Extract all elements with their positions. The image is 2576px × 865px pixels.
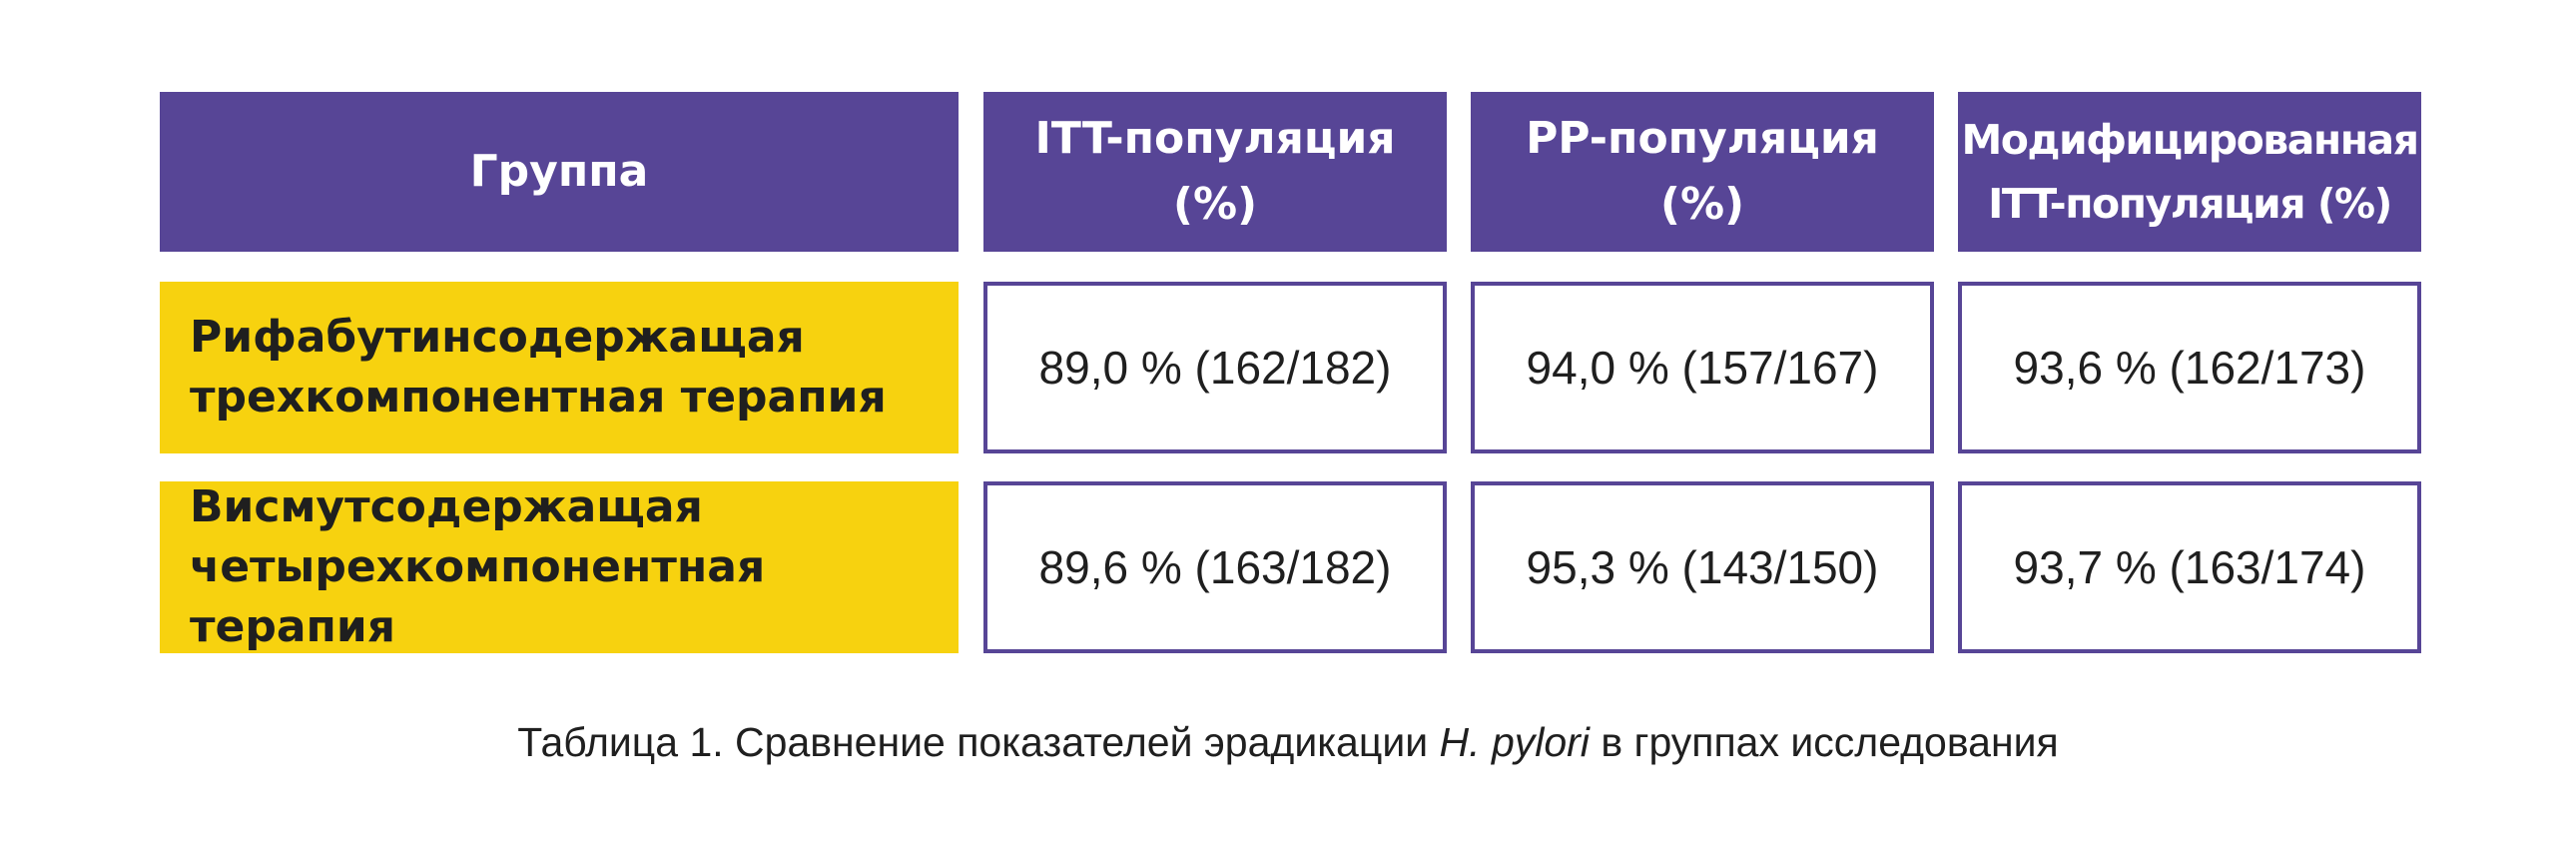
cell-value: 89,6 % (163/182): [1038, 541, 1392, 593]
header-group: Группа: [160, 92, 959, 252]
header-mitt: Модифицированная ITT-популяция (%): [1958, 92, 2421, 252]
cell-value: 95,3 % (143/150): [1526, 541, 1879, 593]
cell-value: 93,6 % (162/173): [2013, 342, 2366, 394]
group-label: Рифабутинсодержащая трехкомпонентная тер…: [190, 312, 887, 423]
header-mitt-label: Модифицированная ITT-популяция (%): [1961, 116, 2419, 228]
caption-italic: H. pylori: [1439, 719, 1590, 765]
cell-value: 93,7 % (163/174): [2013, 541, 2366, 593]
table-cell-itt: 89,6 % (163/182): [983, 481, 1447, 653]
header-group-label: Группа: [469, 146, 649, 197]
header-itt: ITT-популяция (%): [983, 92, 1447, 252]
table-cell-mitt: 93,7 % (163/174): [1958, 481, 2421, 653]
table-caption: Таблица 1. Сравнение показателей эрадика…: [0, 719, 2576, 766]
table-cell-pp: 94,0 % (157/167): [1471, 282, 1934, 453]
table-cell-mitt: 93,6 % (162/173): [1958, 282, 2421, 453]
caption-suffix: в группах исследования: [1589, 719, 2059, 765]
table-cell-itt: 89,0 % (162/182): [983, 282, 1447, 453]
table-row-group-bismuth: Висмутсодержащая четырехкомпонентная тер…: [160, 481, 959, 653]
cell-value: 89,0 % (162/182): [1038, 342, 1392, 394]
header-pp: PP-популяция (%): [1471, 92, 1934, 252]
table-row-group-rifabutin: Рифабутинсодержащая трехкомпонентная тер…: [160, 282, 959, 453]
header-pp-label: PP-популяция (%): [1526, 113, 1879, 230]
table-cell-pp: 95,3 % (143/150): [1471, 481, 1934, 653]
caption-prefix: Таблица 1. Сравнение показателей эрадика…: [517, 719, 1440, 765]
header-itt-label: ITT-популяция (%): [1034, 113, 1396, 230]
cell-value: 94,0 % (157/167): [1526, 342, 1879, 394]
group-label: Висмутсодержащая четырехкомпонентная тер…: [190, 481, 766, 652]
